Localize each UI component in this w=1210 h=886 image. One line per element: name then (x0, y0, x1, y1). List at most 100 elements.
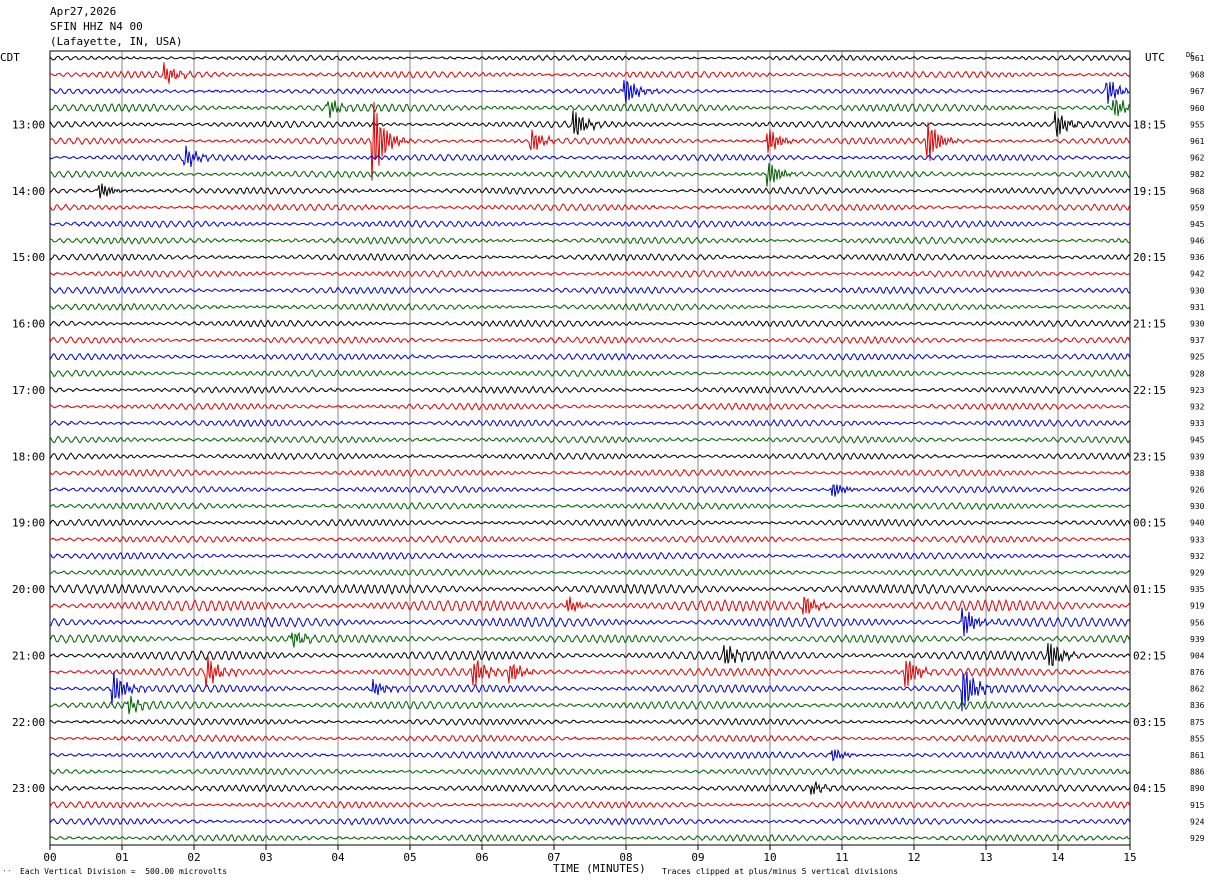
seismic-trace (49, 62, 1131, 84)
x-tick-label: 01 (115, 851, 128, 864)
dc-offset-label: 876 (1190, 668, 1205, 677)
x-tick-label: 07 (547, 851, 560, 864)
x-tick-label: 03 (259, 851, 272, 864)
dc-offset-label: 933 (1190, 419, 1205, 428)
left-hour-label: 14:00 (12, 185, 45, 198)
seismic-trace (49, 717, 1131, 726)
x-tick-label: 14 (1051, 851, 1065, 864)
seismic-trace (49, 252, 1131, 262)
seismic-trace (49, 418, 1131, 428)
seismic-trace (49, 535, 1131, 544)
seismic-trace (49, 219, 1131, 228)
dc-offset-label: 945 (1190, 436, 1205, 445)
scale-note: Each Vertical Division = 500.00 microvol… (20, 867, 228, 876)
seismic-trace (49, 734, 1131, 743)
dc-offset-label: 938 (1190, 469, 1205, 478)
dc-offset-label: 919 (1190, 602, 1205, 611)
seismic-trace (49, 163, 1131, 187)
seismic-trace (49, 203, 1131, 212)
dc-offset-label: 904 (1190, 651, 1205, 660)
seismic-trace (49, 695, 1131, 715)
dc-offset-label: 886 (1190, 768, 1205, 777)
seismic-trace (50, 501, 1131, 511)
dc-offset-label: 942 (1190, 270, 1205, 279)
x-tick-label: 05 (403, 851, 416, 864)
seismic-trace (49, 335, 1131, 345)
seismic-trace (49, 183, 1131, 199)
right-timezone-label: UTC (1145, 51, 1165, 64)
seismic-trace (49, 800, 1131, 810)
left-hour-label: 22:00 (12, 716, 45, 729)
seismic-trace (49, 145, 1131, 167)
dc-offset-label: 945 (1190, 220, 1205, 229)
seismic-trace (49, 748, 1130, 762)
dc-offset-label: 932 (1190, 403, 1205, 412)
dc-offset-label: 982 (1190, 170, 1205, 179)
seismic-trace (49, 80, 1131, 105)
dc-offset-label: 967 (1190, 87, 1205, 96)
dc-offset-label: 960 (1190, 104, 1205, 113)
seismic-trace (49, 98, 1131, 118)
seismic-trace (49, 781, 1131, 795)
left-hour-label: 16:00 (12, 318, 45, 331)
seismic-trace (49, 54, 1131, 62)
right-hour-label: 04:15 (1133, 782, 1166, 795)
left-hour-label: 19:00 (12, 517, 45, 530)
dc-offset-label: 925 (1190, 353, 1205, 362)
dc-offset-label: 959 (1190, 203, 1205, 212)
seismic-trace (49, 767, 1131, 776)
right-hour-label: 02:15 (1133, 649, 1166, 662)
right-hour-label: 22:15 (1133, 384, 1166, 397)
right-hour-label: 03:15 (1133, 716, 1166, 729)
x-tick-label: 04 (331, 851, 345, 864)
right-hour-label: 23:15 (1133, 450, 1166, 463)
dc-offset-label: 928 (1190, 369, 1205, 378)
dc-offset-label: 955 (1190, 120, 1205, 129)
dc-offset-label: 875 (1190, 718, 1205, 727)
seismic-trace (49, 369, 1131, 378)
seismic-trace (49, 402, 1131, 411)
dc-offset-label: 930 (1190, 320, 1205, 329)
left-hour-label: 13:00 (12, 118, 45, 131)
left-hour-label: 15:00 (12, 251, 45, 264)
seismic-trace (49, 656, 1131, 688)
dc-offset-label: 930 (1190, 286, 1205, 295)
seismic-trace (49, 834, 1131, 843)
right-hour-label: 01:15 (1133, 583, 1166, 596)
dc-offset-label: 968 (1190, 71, 1205, 80)
seismic-trace (49, 110, 1131, 137)
dc-offset-label: 930 (1190, 502, 1205, 511)
dc-offset-label: 929 (1190, 568, 1205, 577)
dc-offset-label: 923 (1190, 386, 1205, 395)
x-tick-label: 12 (907, 851, 920, 864)
header-date: Apr27,2026 (50, 5, 117, 18)
left-timezone-label: CDT (0, 51, 20, 64)
x-tick-label: 08 (619, 851, 632, 864)
right-hour-label: 21:15 (1133, 318, 1166, 331)
seismic-trace (50, 551, 1131, 561)
seismic-trace (50, 568, 1131, 577)
right-hour-label: 20:15 (1133, 251, 1166, 264)
x-tick-label: 00 (43, 851, 56, 864)
clip-note: Traces clipped at plus/minus 5 vertical … (662, 867, 899, 876)
seismic-trace (49, 101, 1131, 181)
x-tick-label: 09 (691, 851, 704, 864)
seismic-trace (49, 671, 1131, 712)
right-hour-label: 18:15 (1133, 118, 1166, 131)
seismic-trace (49, 452, 1131, 461)
seismic-trace (49, 435, 1131, 444)
dc-offset-label: 929 (1190, 834, 1205, 843)
dc-offset-label: 946 (1190, 237, 1205, 246)
left-hour-label: 18:00 (12, 450, 45, 463)
header-station: SFIN HHZ N4 00 (50, 20, 143, 33)
x-tick-label: 11 (835, 851, 848, 864)
dc-offset-label: 961 (1190, 54, 1205, 63)
dc-header-label: DC (1186, 51, 1194, 59)
dc-offset-label: 935 (1190, 585, 1205, 594)
dc-offset-label: 939 (1190, 635, 1205, 644)
seismic-trace (49, 631, 1131, 648)
dc-offset-label: 931 (1190, 303, 1205, 312)
seismic-trace (49, 817, 1131, 826)
x-tick-label: 10 (763, 851, 776, 864)
left-hour-label: 21:00 (12, 649, 45, 662)
